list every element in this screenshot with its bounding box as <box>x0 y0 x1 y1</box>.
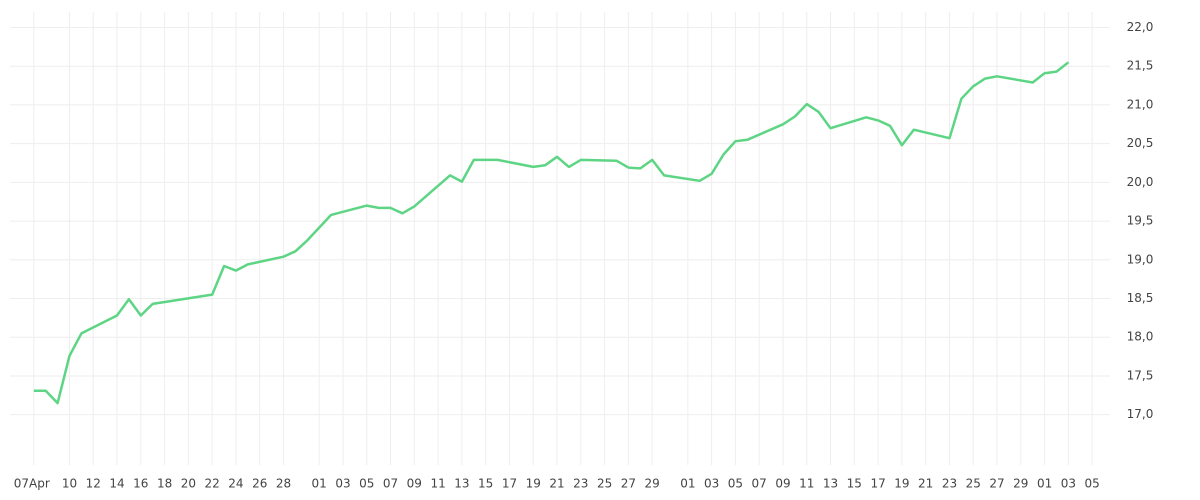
x-tick-label: 07Apr <box>14 477 50 491</box>
x-tick-label: 16 <box>133 477 148 491</box>
x-tick-label: 15 <box>847 477 862 491</box>
y-tick-label: 18,0 <box>1127 330 1154 344</box>
x-tick-label: 19 <box>894 477 909 491</box>
x-tick-label: 20 <box>181 477 196 491</box>
y-tick-label: 20,5 <box>1127 136 1154 150</box>
x-tick-label: 22 <box>205 477 220 491</box>
y-tick-label: 17,0 <box>1127 407 1154 421</box>
x-tick-label: 05 <box>1085 477 1100 491</box>
y-tick-label: 17,5 <box>1127 368 1154 382</box>
x-tick-label: 12 <box>86 477 101 491</box>
line-series <box>33 61 1070 405</box>
x-tick-label: 21 <box>918 477 933 491</box>
y-tick-label: 21,0 <box>1127 97 1154 111</box>
x-tick-label: 27 <box>989 477 1004 491</box>
y-tick-label: 19,5 <box>1127 214 1154 228</box>
x-tick-label: 01 <box>312 477 327 491</box>
x-tick-label: 05 <box>728 477 743 491</box>
x-tick-label: 11 <box>430 477 445 491</box>
x-tick-label: 07 <box>383 477 398 491</box>
x-tick-label: 05 <box>359 477 374 491</box>
x-tick-label: 21 <box>549 477 564 491</box>
x-tick-label: 09 <box>775 477 790 491</box>
x-tick-label: 17 <box>502 477 517 491</box>
x-tick-label: 19 <box>526 477 541 491</box>
y-tick-label: 22,0 <box>1127 20 1154 34</box>
x-tick-label: 25 <box>966 477 981 491</box>
x-tick-label: 13 <box>823 477 838 491</box>
y-tick-label: 20,0 <box>1127 175 1154 189</box>
x-tick-label: 11 <box>799 477 814 491</box>
y-tick-label: 18,5 <box>1127 291 1154 305</box>
x-tick-label: 29 <box>1013 477 1028 491</box>
x-tick-label: 13 <box>454 477 469 491</box>
x-tick-label: 29 <box>645 477 660 491</box>
x-tick-label: 10 <box>62 477 77 491</box>
x-tick-label: 03 <box>335 477 350 491</box>
x-tick-label: 27 <box>621 477 636 491</box>
x-tick-label: 25 <box>597 477 612 491</box>
x-tick-label: 03 <box>704 477 719 491</box>
x-tick-label: 09 <box>407 477 422 491</box>
x-tick-label: 28 <box>276 477 291 491</box>
x-tick-label: 17 <box>870 477 885 491</box>
y-tick-label: 19,0 <box>1127 252 1154 266</box>
x-tick-label: 07 <box>752 477 767 491</box>
x-tick-label: 18 <box>157 477 172 491</box>
x-tick-label: 14 <box>109 477 124 491</box>
x-tick-label: 01 <box>680 477 695 491</box>
x-tick-label: 26 <box>252 477 267 491</box>
x-tick-label: 03 <box>1061 477 1076 491</box>
x-tick-label: 15 <box>478 477 493 491</box>
x-tick-label: 01 <box>1037 477 1052 491</box>
x-tick-label: 23 <box>942 477 957 491</box>
x-tick-label: 23 <box>573 477 588 491</box>
y-tick-label: 21,5 <box>1127 59 1154 73</box>
x-tick-label: 24 <box>228 477 243 491</box>
